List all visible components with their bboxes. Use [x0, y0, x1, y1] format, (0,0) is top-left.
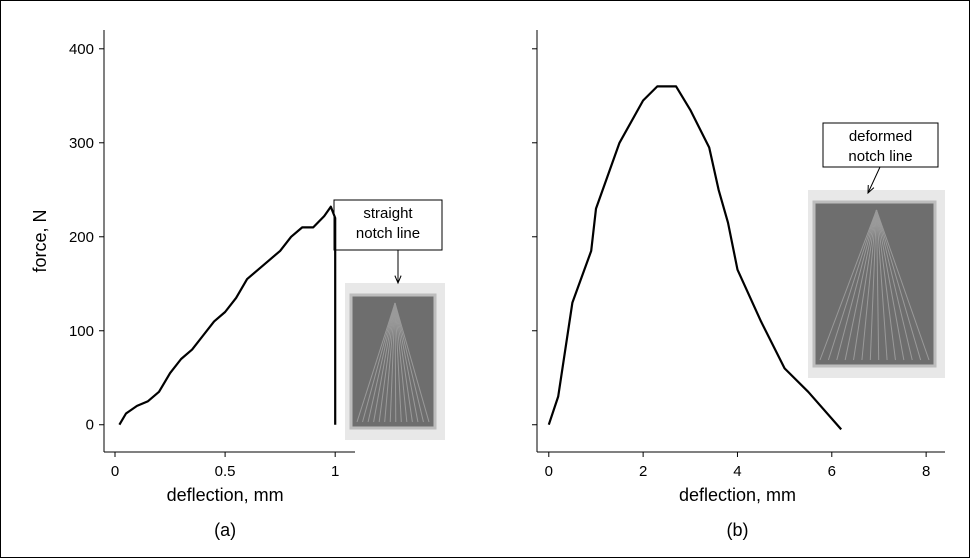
data-line — [118, 205, 337, 426]
inset-texture — [861, 209, 877, 361]
inset-texture — [356, 302, 396, 423]
inset-texture — [827, 209, 877, 361]
arrow-head — [394, 275, 402, 285]
annotation-box — [822, 122, 939, 168]
annotation-text: notch line — [848, 148, 912, 165]
annotation-box — [333, 199, 443, 251]
x-tick-label: 1 — [331, 463, 339, 480]
inset-texture — [876, 209, 913, 361]
x-tick-label: 0 — [111, 463, 119, 480]
annotation-text: straight — [363, 205, 413, 222]
x-tick-label: 6 — [828, 463, 836, 480]
inset-texture — [378, 302, 396, 423]
inset-texture — [836, 209, 877, 361]
x-tick-label: 8 — [922, 463, 930, 480]
inset-texture — [367, 302, 396, 423]
panel-label: (b) — [726, 520, 748, 540]
inset-texture — [819, 209, 877, 361]
inset-texture — [394, 302, 408, 423]
inset-texture — [362, 302, 396, 423]
x-axis-label: deflection, mm — [679, 485, 796, 505]
y-tick-label: 300 — [69, 135, 94, 152]
inset-texture — [876, 209, 880, 361]
inset-texture — [394, 302, 413, 423]
inset-texture — [394, 302, 419, 423]
inset-texture — [876, 209, 896, 361]
annotation-arrow — [867, 166, 881, 194]
inset-texture — [876, 209, 922, 361]
inset-texture — [876, 209, 930, 361]
y-tick-label: 200 — [69, 229, 94, 246]
y-tick-label: 100 — [69, 323, 94, 340]
inset-texture — [384, 302, 396, 423]
x-tick-label: 0 — [545, 463, 553, 480]
x-tick-label: 2 — [639, 463, 647, 480]
inset-texture — [869, 209, 877, 361]
x-tick-label: 4 — [733, 463, 741, 480]
inset-texture — [394, 302, 397, 423]
inset-texture — [394, 302, 430, 423]
annotation-text: notch line — [356, 225, 420, 242]
x-axis-label: deflection, mm — [167, 485, 284, 505]
inset-texture — [876, 209, 888, 361]
y-tick-label: 400 — [69, 41, 94, 58]
inset-texture — [853, 209, 877, 361]
inset-texture — [876, 209, 905, 361]
inset-texture — [373, 302, 396, 423]
panel-label: (a) — [214, 520, 236, 540]
y-axis-label: force, N — [30, 209, 50, 272]
annotation-text: deformed — [849, 128, 912, 145]
data-line — [547, 85, 843, 431]
y-tick-label: 0 — [86, 417, 94, 434]
arrow-head — [867, 184, 875, 195]
inset-texture — [389, 302, 396, 423]
inset-texture — [394, 302, 402, 423]
inset-texture — [844, 209, 877, 361]
inset-texture — [394, 302, 424, 423]
x-tick-label: 0.5 — [215, 463, 236, 480]
